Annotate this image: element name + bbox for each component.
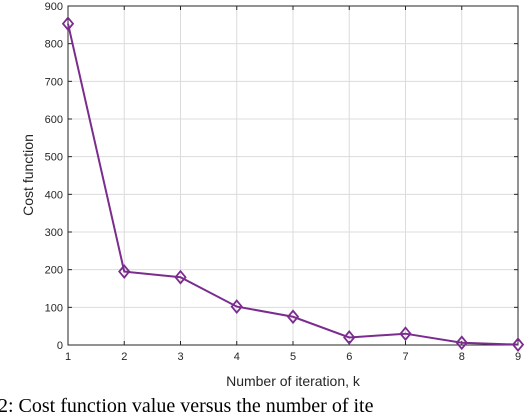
y-tick-label: 500 bbox=[45, 152, 63, 164]
y-tick-label: 700 bbox=[45, 76, 63, 88]
x-tick-label: 1 bbox=[65, 351, 71, 363]
x-tick-label: 5 bbox=[290, 351, 296, 363]
x-tick-label: 4 bbox=[234, 351, 240, 363]
data-point bbox=[230, 299, 243, 314]
y-axis-label: Cost function bbox=[20, 134, 36, 216]
data-point bbox=[61, 16, 75, 32]
y-tick-label: 400 bbox=[45, 189, 63, 201]
x-tick-label: 3 bbox=[177, 351, 183, 363]
data-point bbox=[343, 330, 356, 345]
y-tick-label: 200 bbox=[45, 265, 63, 277]
y-tick-label: 900 bbox=[45, 1, 63, 13]
axis-ticks: 1 2 3 4 5 6 7 8 9 0 100 200 300 400 500 600 700 800 900 bbox=[45, 1, 521, 363]
data-point bbox=[286, 309, 300, 325]
grid-lines bbox=[68, 6, 518, 345]
series-line bbox=[67, 23, 519, 346]
x-axis-label: Number of iteration, k bbox=[226, 373, 361, 389]
series-cost-function bbox=[61, 16, 525, 353]
y-tick-label: 800 bbox=[45, 39, 63, 51]
data-point bbox=[511, 337, 525, 353]
data-point bbox=[174, 269, 187, 285]
x-tick-label: 6 bbox=[346, 351, 352, 363]
x-tick-label: 9 bbox=[515, 351, 521, 363]
y-tick-label: 300 bbox=[45, 227, 63, 239]
data-point bbox=[399, 326, 412, 342]
y-tick-label: 600 bbox=[45, 114, 63, 126]
y-tick-label: 100 bbox=[45, 302, 63, 314]
y-tick-label: 0 bbox=[57, 340, 63, 352]
data-point bbox=[455, 335, 468, 351]
data-point bbox=[118, 264, 131, 279]
x-tick-label: 8 bbox=[459, 351, 465, 363]
x-tick-label: 7 bbox=[402, 351, 408, 363]
figure-caption: 2: Cost function value versus the number… bbox=[0, 395, 374, 417]
x-tick-label: 2 bbox=[121, 351, 127, 363]
